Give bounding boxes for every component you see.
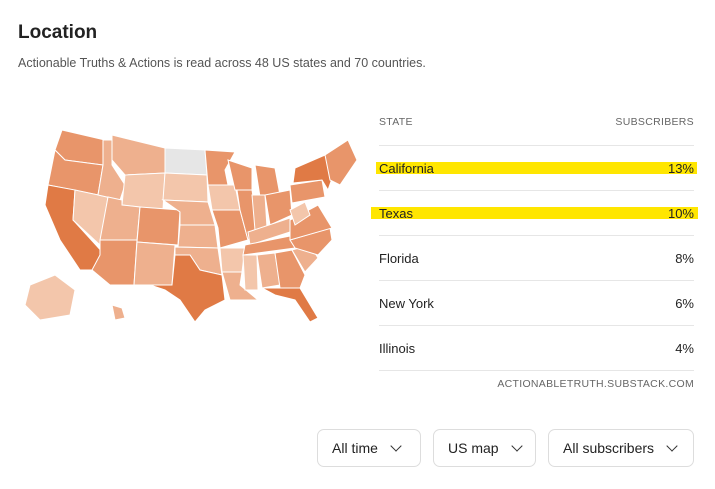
state-ak[interactable] [24,274,76,321]
column-subscribers: SUBSCRIBERS [615,116,694,128]
dropdown-label: All subscribers [563,440,655,456]
state-fl[interactable] [261,287,319,323]
audience-dropdown[interactable]: All subscribers [548,429,694,467]
chevron-down-icon [510,440,523,452]
page-title: Location [18,22,98,43]
state-mo[interactable] [211,209,249,249]
state-pa[interactable] [289,179,326,204]
state-la[interactable] [221,271,260,301]
state-nm[interactable] [133,241,176,286]
state-name: Illinois [379,340,416,356]
table-row: Illinois 4% [379,326,694,371]
state-ga[interactable] [274,249,306,289]
state-in[interactable] [251,194,268,231]
state-ne-states[interactable] [324,139,358,186]
state-value: 4% [675,340,694,356]
state-hi[interactable] [111,304,126,321]
chevron-down-icon [666,440,678,452]
state-va[interactable] [289,204,333,241]
state-az[interactable] [91,239,138,286]
state-value: 10% [667,205,694,221]
state-value: 8% [675,250,694,266]
state-nd[interactable] [164,147,208,176]
state-name: Florida [379,250,419,266]
state-mn[interactable] [204,149,236,186]
state-sd[interactable] [162,172,209,203]
table-row: Texas 10% [371,191,698,236]
column-state: STATE [379,116,413,128]
state-ms[interactable] [242,254,259,291]
state-ar[interactable] [219,247,246,273]
state-mi[interactable] [254,164,281,198]
state-value: 13% [667,160,694,176]
state-tx[interactable] [149,254,226,323]
state-value: 6% [675,295,694,311]
highlight-mark [376,162,697,174]
state-mt[interactable] [111,134,166,176]
view-dropdown[interactable]: US map [433,429,536,467]
table-row: Florida 8% [379,236,694,281]
page-subtitle: Actionable Truths & Actions is read acro… [18,56,426,70]
highlight-mark [371,207,698,219]
state-ks[interactable] [177,224,219,249]
time-range-dropdown[interactable]: All time [317,429,421,467]
table-row: California 13% [376,146,697,191]
us-map[interactable] [0,0,370,340]
table-header: STATE SUBSCRIBERS [379,100,694,146]
table-row: New York 6% [379,281,694,326]
state-name: Texas [379,205,413,221]
chevron-down-icon [390,440,402,452]
dropdown-label: All time [332,440,378,456]
source-label: ACTIONABLETRUTH.SUBSTACK.COM [497,378,694,390]
state-wy[interactable] [121,172,166,211]
states-table: STATE SUBSCRIBERS California 13% Texas 10%… [371,100,698,371]
dropdown-label: US map [448,440,499,456]
state-co[interactable] [136,206,181,246]
state-name: California [379,160,434,176]
state-wv[interactable] [289,201,311,226]
state-name: New York [379,295,434,311]
